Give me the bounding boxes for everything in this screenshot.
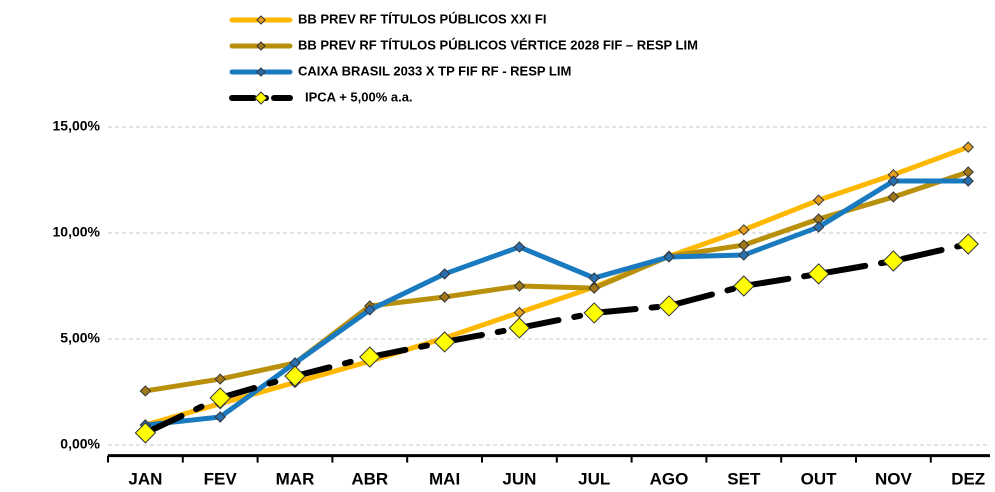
data-point (438, 268, 451, 280)
x-tick-label: JUN (502, 469, 536, 488)
data-point (134, 422, 157, 444)
x-tick-label: MAI (429, 469, 460, 488)
legend: BB PREV RF TÍTULOS PÚBLICOS XXI FI BB PRE… (229, 11, 698, 105)
data-point (139, 385, 152, 397)
y-tick-label: 15,00% (53, 118, 101, 134)
x-tick-label: SET (727, 469, 761, 488)
data-point (433, 331, 456, 353)
data-point (658, 295, 680, 317)
series-line (145, 169, 969, 394)
x-tick-label: ABR (351, 469, 388, 488)
x-tick-label: NOV (875, 469, 913, 488)
data-point (962, 175, 974, 187)
data-point (214, 411, 226, 423)
data-point (508, 317, 531, 339)
data-point (214, 373, 226, 385)
legend-marker (256, 41, 266, 51)
data-point (588, 282, 600, 294)
x-tick-label: JAN (128, 469, 162, 488)
data-point (812, 194, 825, 206)
data-point (284, 365, 306, 387)
data-point (588, 272, 600, 284)
data-point (513, 280, 526, 292)
legend-marker (256, 67, 266, 77)
data-point (887, 175, 900, 187)
x-tick-label: AGO (650, 469, 689, 488)
data-point (359, 346, 381, 368)
data-point (583, 302, 605, 324)
data-point (962, 141, 974, 153)
data-point (807, 263, 830, 285)
x-tick-label: JUL (578, 469, 610, 488)
data-point (812, 221, 825, 233)
legend-label: BB PREV RF TÍTULOS PÚBLICOS XXI FI (298, 11, 546, 26)
data-point (438, 291, 451, 303)
data-point (738, 249, 750, 261)
y-tick-label: 10,00% (53, 224, 101, 240)
y-tick-label: 5,00% (60, 330, 100, 346)
x-tick-label: OUT (801, 469, 838, 488)
legend-marker (256, 15, 266, 25)
data-point (663, 251, 675, 263)
x-tick-label: FEV (204, 469, 238, 488)
legend-label: CAIXA BRASIL 2033 X TP FIF RF - RESP LIM (298, 63, 571, 78)
data-point (733, 275, 755, 297)
legend-label: BB PREV RF TÍTULOS PÚBLICOS VÉRTICE 2028… (298, 37, 698, 52)
legend-label: IPCA + 5,00% a.a. (305, 89, 413, 104)
data-point (887, 191, 900, 203)
legend-marker (254, 91, 268, 105)
x-tick-label: MAR (276, 469, 315, 488)
data-point (738, 224, 750, 236)
data-point (882, 250, 905, 272)
data-point (364, 304, 376, 316)
data-point (513, 241, 526, 253)
series-line (142, 241, 972, 436)
data-point (957, 233, 979, 255)
x-tick-label: DEZ (951, 469, 985, 488)
series-line (144, 144, 970, 428)
y-tick-label: 0,00% (60, 436, 100, 452)
data-point (209, 387, 231, 409)
series-line (145, 178, 969, 428)
